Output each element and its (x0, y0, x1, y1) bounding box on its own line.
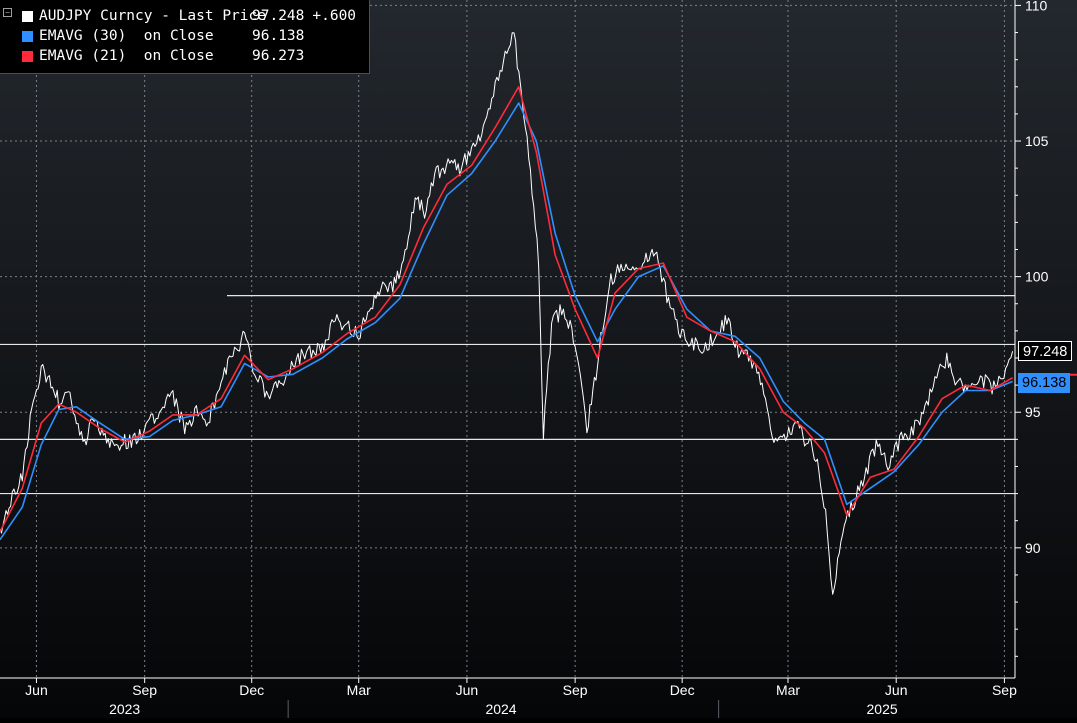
legend-value-ema30: 96.138 (252, 28, 305, 44)
year-label: 2025 (867, 701, 898, 717)
x-axis: Jun Sep Dec Mar Jun Sep Dec Mar Jun Sep 2023 2024 20… (0, 677, 1017, 718)
x-tick-label: Jun (25, 682, 48, 698)
x-tick-label: Sep (132, 682, 157, 698)
legend-row-price: AUDJPY Curncy - Last Price 97.248 +.600 (10, 6, 369, 26)
legend-label-price: AUDJPY Curncy - Last Price (39, 8, 266, 24)
x-tick-label: Mar (347, 682, 371, 698)
legend-value-price: 97.248 (252, 8, 305, 24)
collapse-icon[interactable]: − (3, 8, 12, 17)
y-axis: 90 95 100 105 110 (1014, 0, 1077, 678)
y-tick-label: 95 (1025, 404, 1041, 420)
year-label: 2024 (485, 701, 516, 717)
year-label: 2023 (109, 701, 140, 717)
x-tick-label: Jun (885, 682, 908, 698)
price-series-line (0, 32, 1014, 595)
legend-change-price: +.600 (312, 8, 357, 24)
legend-value-ema21: 96.273 (252, 48, 305, 64)
grid-lines (0, 0, 1015, 678)
legend-label-ema21: EMAVG (21) on Close (39, 48, 214, 64)
last-price-tag: 97.248 (1018, 341, 1073, 362)
ema30-series-line (0, 102, 1013, 541)
y-tick-label: 110 (1025, 0, 1048, 13)
x-tick-label: Sep (992, 682, 1017, 698)
legend-label-ema30: EMAVG (30) on Close (39, 28, 214, 44)
x-tick-label: Dec (670, 682, 695, 698)
ema21-series-line (0, 86, 1013, 532)
x-tick-label: Mar (776, 682, 800, 698)
x-tick-label: Jun (456, 682, 479, 698)
legend-swatch-ema30 (22, 30, 33, 42)
ema30-price-tag: 96.138 (1018, 373, 1071, 394)
legend: − AUDJPY Curncy - Last Price 97.248 +.60… (0, 0, 370, 74)
y-tick-label: 105 (1025, 133, 1049, 149)
x-tick-label: Dec (239, 682, 264, 698)
legend-row-ema30: EMAVG (30) on Close 96.138 (10, 26, 369, 46)
horizontal-levels (0, 295, 1015, 495)
x-tick-label: Sep (563, 682, 588, 698)
legend-row-ema21: EMAVG (21) on Close 96.273 (10, 46, 369, 66)
y-tick-label: 100 (1025, 269, 1049, 285)
y-tick-label: 90 (1025, 540, 1041, 556)
series-lines (0, 32, 1014, 595)
legend-swatch-price (22, 10, 33, 22)
legend-swatch-ema21 (22, 50, 33, 62)
